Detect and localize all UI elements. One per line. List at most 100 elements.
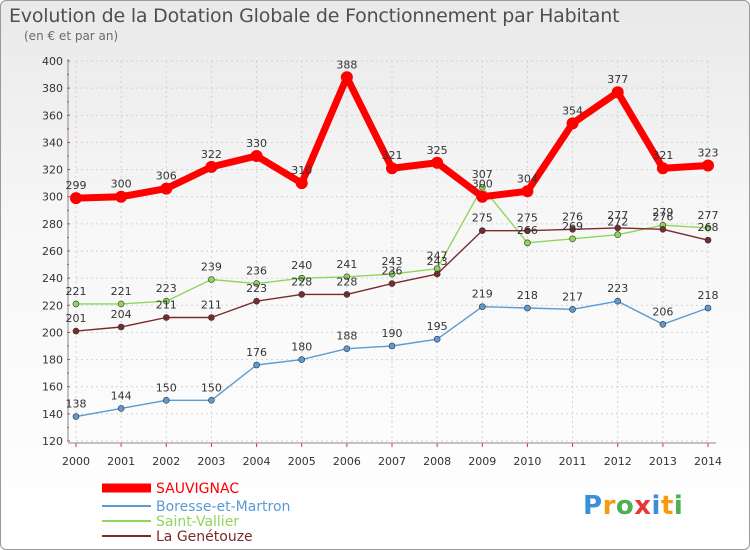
- data-label-sauvignac: 321: [382, 149, 403, 162]
- data-label-la-gen-touze: 201: [66, 312, 87, 325]
- data-point-boresse-et-martron: [72, 413, 80, 420]
- data-point-sauvignac: [521, 185, 534, 198]
- data-point-saint-vallier: [704, 224, 712, 232]
- data-label-sauvignac: 377: [607, 73, 628, 86]
- legend-label-saint-vallier: Saint-Vallier: [156, 514, 239, 530]
- data-label-boresse-et-martron: 176: [246, 346, 267, 359]
- data-point-boresse-et-martron: [524, 304, 531, 312]
- data-label-la-gen-touze: 243: [427, 255, 448, 268]
- data-point-saint-vallier: [72, 300, 80, 308]
- data-label-boresse-et-martron: 150: [156, 381, 177, 394]
- data-point-saint-vallier: [162, 297, 170, 305]
- legend: SAUVIGNAC Boresse-et-MartronSaint-Vallier…: [102, 481, 290, 545]
- data-label-la-gen-touze: 204: [111, 308, 132, 321]
- data-label-la-gen-touze: 268: [698, 221, 719, 234]
- data-point-saint-vallier: [614, 231, 622, 239]
- data-point-boresse-et-martron: [569, 306, 576, 313]
- y-tick-label: 400: [42, 55, 63, 68]
- data-label-boresse-et-martron: 144: [111, 389, 132, 402]
- data-point-sauvignac: [115, 190, 128, 203]
- data-label-sauvignac: 306: [156, 170, 177, 183]
- data-label-boresse-et-martron: 217: [562, 290, 583, 303]
- data-label-sauvignac: 354: [562, 104, 583, 117]
- y-tick-label: 200: [42, 326, 63, 339]
- data-point-boresse-et-martron: [117, 405, 125, 412]
- data-label-boresse-et-martron: 138: [66, 398, 87, 411]
- data-point-la-gen-touze: [298, 291, 306, 298]
- x-tick-label: 2008: [423, 455, 451, 468]
- data-point-sauvignac: [431, 156, 444, 169]
- x-tick-label: 2002: [152, 455, 180, 468]
- data-point-la-gen-touze: [343, 291, 351, 298]
- y-axis-ticks: 120 140 160 180 200 220 240 260 280 300 320 340 360 3…: [42, 55, 70, 448]
- x-tick-label: 2004: [243, 455, 271, 468]
- data-point-sauvignac: [476, 190, 489, 203]
- data-label-saint-vallier: 266: [517, 224, 538, 237]
- data-label-la-gen-touze: 275: [472, 212, 493, 225]
- data-label-sauvignac: 321: [652, 149, 673, 162]
- y-tick-label: 240: [42, 272, 63, 285]
- data-label-sauvignac: 388: [336, 58, 357, 71]
- data-point-la-gen-touze: [704, 236, 712, 244]
- chart-subtitle: (en € et par an): [24, 29, 119, 43]
- data-point-la-gen-touze: [388, 280, 396, 287]
- data-label-la-gen-touze: 211: [201, 299, 222, 312]
- data-point-sauvignac: [250, 150, 263, 162]
- data-label-boresse-et-martron: 190: [382, 327, 403, 340]
- data-point-boresse-et-martron: [343, 345, 351, 353]
- data-label-boresse-et-martron: 219: [472, 288, 493, 301]
- data-point-la-gen-touze: [117, 323, 125, 331]
- data-point-sauvignac: [386, 162, 398, 175]
- data-point-boresse-et-martron: [388, 342, 396, 350]
- data-label-boresse-et-martron: 150: [201, 381, 222, 394]
- y-tick-label: 140: [42, 408, 63, 421]
- data-point-la-gen-touze: [433, 270, 441, 278]
- data-point-la-gen-touze: [253, 297, 260, 305]
- data-label-la-gen-touze: 223: [246, 282, 267, 295]
- y-tick-label: 380: [42, 82, 63, 95]
- data-label-saint-vallier: 239: [201, 261, 222, 274]
- x-tick-label: 2001: [107, 455, 135, 468]
- y-tick-label: 320: [42, 164, 63, 177]
- data-label-boresse-et-martron: 223: [607, 282, 628, 295]
- axes: [67, 59, 716, 444]
- data-label-sauvignac: 304: [517, 172, 538, 185]
- data-point-la-gen-touze: [569, 225, 576, 233]
- data-point-boresse-et-martron: [659, 320, 667, 328]
- data-label-saint-vallier: 240: [291, 259, 312, 272]
- x-tick-label: 2005: [288, 455, 316, 468]
- chart-title: Evolution de la Dotation Globale de Fonc…: [9, 5, 620, 27]
- data-label-saint-vallier: 236: [246, 265, 267, 278]
- data-label-boresse-et-martron: 218: [517, 289, 538, 302]
- y-tick-label: 120: [42, 435, 63, 448]
- x-tick-label: 2003: [197, 455, 225, 468]
- data-point-saint-vallier: [298, 274, 306, 282]
- y-tick-label: 160: [42, 381, 63, 394]
- x-tick-label: 2006: [333, 455, 361, 468]
- data-label-saint-vallier: 223: [156, 282, 177, 295]
- legend-label-boresse-et-martron: Boresse-et-Martron: [156, 499, 290, 515]
- data-label-saint-vallier: 269: [562, 220, 583, 233]
- y-tick-label: 180: [42, 354, 63, 367]
- data-point-saint-vallier: [524, 239, 531, 247]
- series-layer: [70, 71, 714, 420]
- data-point-saint-vallier: [117, 300, 125, 308]
- x-tick-label: 2012: [604, 455, 632, 468]
- data-label-sauvignac: 310: [291, 164, 312, 177]
- data-point-la-gen-touze: [659, 225, 667, 233]
- data-label-boresse-et-martron: 188: [336, 330, 357, 343]
- data-label-saint-vallier: 279: [652, 206, 673, 219]
- x-tick-label: 2010: [513, 455, 541, 468]
- data-label-sauvignac: 300: [111, 178, 132, 191]
- data-point-saint-vallier: [478, 183, 486, 191]
- x-tick-label: 2013: [649, 455, 677, 468]
- x-tick-label: 2007: [378, 455, 406, 468]
- data-point-boresse-et-martron: [478, 303, 486, 310]
- data-point-sauvignac: [340, 71, 353, 84]
- data-label-saint-vallier: 272: [607, 216, 628, 229]
- data-label-saint-vallier: 243: [382, 255, 403, 268]
- data-point-saint-vallier: [208, 276, 215, 283]
- x-axis-ticks: 2000 2001 2002 2003 2004 2005 2006 2007 2008 2009…: [62, 443, 722, 468]
- data-label-la-gen-touze: 275: [517, 212, 538, 225]
- data-label-sauvignac: 330: [246, 137, 267, 150]
